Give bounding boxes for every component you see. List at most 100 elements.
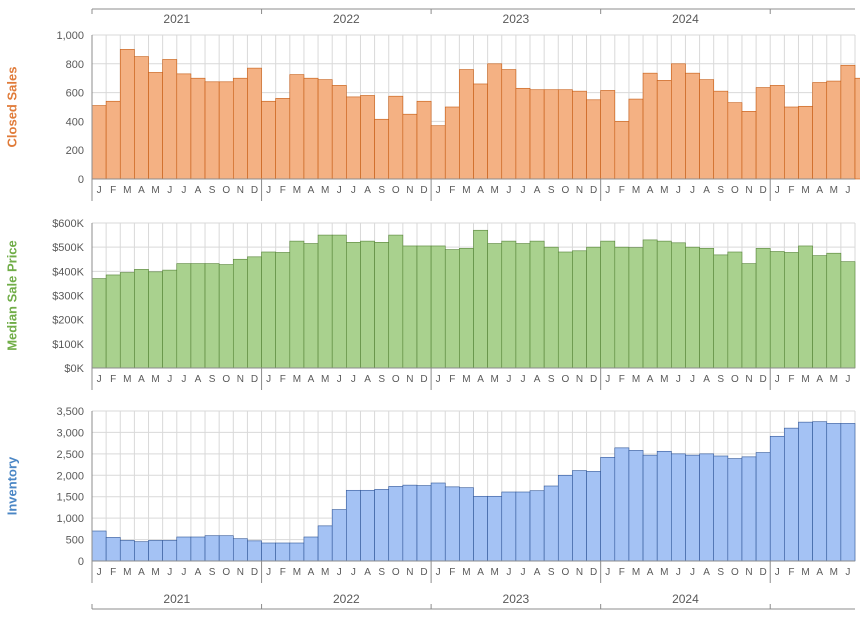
median-sale-price-month-label: A [364,374,371,385]
closed-sales-month-label: D [590,185,597,196]
closed-sales-bar [232,77,248,180]
inventory-month-label: D [760,567,767,578]
closed-sales-month-label: D [760,185,767,196]
inventory-bar [218,535,234,562]
inventory-bar [656,450,672,562]
closed-sales-month-label: J [845,185,850,196]
inventory-bar [416,485,432,562]
median-sale-price-bar [755,248,771,369]
median-sale-price-month-label: M [660,374,668,385]
closed-sales-month-label: A [138,185,145,196]
inventory-bar [628,450,644,562]
median-sale-price-month-label: M [151,374,159,385]
inventory-y-tick-label: 1,500 [56,492,84,504]
closed-sales-bar [699,79,715,180]
closed-sales-month-label: O [731,185,739,196]
inventory-month-label: J [605,567,610,578]
median-sale-price-bar [91,278,107,369]
inventory-month-label: O [392,567,400,578]
median-sale-price-bar [685,246,700,369]
median-sale-price-month-label: F [449,374,455,385]
inventory-bar [699,453,715,562]
median-sale-price-month-label: D [420,374,427,385]
closed-sales-month-label: J [167,185,172,196]
closed-sales-month-label: O [222,185,230,196]
inventory-bar [812,421,828,562]
median-sale-price-bar [515,243,531,369]
median-sale-price-month-label: M [632,374,640,385]
median-sale-price-month-label: A [308,374,315,385]
closed-sales-month-label: N [576,185,583,196]
median-sale-price-month-label: O [222,374,230,385]
closed-sales-bar [444,106,460,180]
inventory-bar [840,423,856,562]
inventory-bar [614,447,630,562]
median-sale-price-month-label: M [462,374,470,385]
closed-sales-bar [430,125,446,180]
closed-sales-bar [515,87,531,180]
closed-sales-bar [812,82,828,180]
median-sale-price-month-label: D [590,374,597,385]
bottom-year-axis: 2021 2022 2023 2024 [91,592,855,610]
median-sale-price-bar [162,269,178,369]
top-year-label: 2022 [333,12,360,26]
inventory-month-label: N [576,567,583,578]
inventory-month-label: J [676,567,681,578]
inventory-axis-title: Inventory [5,456,20,515]
median-sale-price-bar [119,272,135,369]
median-sale-price-bar [784,252,799,369]
median-sale-price-month-label: N [237,374,244,385]
closed-sales-bar [671,63,686,180]
closed-sales-bar [303,77,319,180]
median-sale-price-month-label: S [209,374,216,385]
closed-sales-y-tick-label: 1,000 [56,30,84,42]
inventory-month-label: S [548,567,555,578]
median-sale-price-y-tick-label: $300K [52,291,84,303]
closed-sales-month-label: S [378,185,385,196]
closed-sales-bar [204,81,220,180]
closed-sales-bar [628,98,644,180]
closed-sales-bar [416,100,432,180]
inventory-bar [487,495,503,562]
closed-sales-bar [459,69,474,180]
inventory-bar [119,540,135,562]
inventory-bar [134,541,149,562]
inventory-month-label: M [632,567,640,578]
median-sale-price-bar [176,263,192,369]
closed-sales-month-label: A [477,185,484,196]
closed-sales-month-label: A [364,185,371,196]
median-sale-price-bar [416,245,432,369]
inventory-y-tick-label: 1,000 [56,513,84,525]
bottom-year-label: 2024 [672,592,699,606]
median-sale-price-bar [501,240,517,369]
inventory-month-label: M [151,567,159,578]
closed-sales-month-label: D [251,185,258,196]
bottom-year-label: 2021 [163,592,190,606]
closed-sales-bar [218,81,234,180]
median-sale-price-month-label: N [745,374,752,385]
inventory-bar [671,453,686,562]
median-sale-price-month-label: O [392,374,400,385]
median-sale-price-month-label: J [97,374,102,385]
median-sale-price-month-label: J [520,374,525,385]
median-sale-price-bar [642,239,658,369]
closed-sales-bar [134,56,149,180]
median-sale-price-bar [529,240,545,369]
closed-sales-bar [105,100,121,180]
median-sale-price-bar [289,240,305,369]
closed-sales-y-tick-label: 600 [66,88,84,100]
median-sale-price-bar [769,251,785,369]
closed-sales-month-label: M [123,185,131,196]
closed-sales-bar [769,85,785,180]
inventory-bar [162,540,178,562]
inventory-bar [402,484,418,562]
inventory-month-label: A [195,567,202,578]
inventory-month-label: O [731,567,739,578]
inventory-bar [247,540,262,562]
bottom-year-label: 2022 [333,592,360,606]
closed-sales-month-label: M [632,185,640,196]
median-sale-price-month-label: J [266,374,271,385]
inventory-bar [360,489,375,562]
